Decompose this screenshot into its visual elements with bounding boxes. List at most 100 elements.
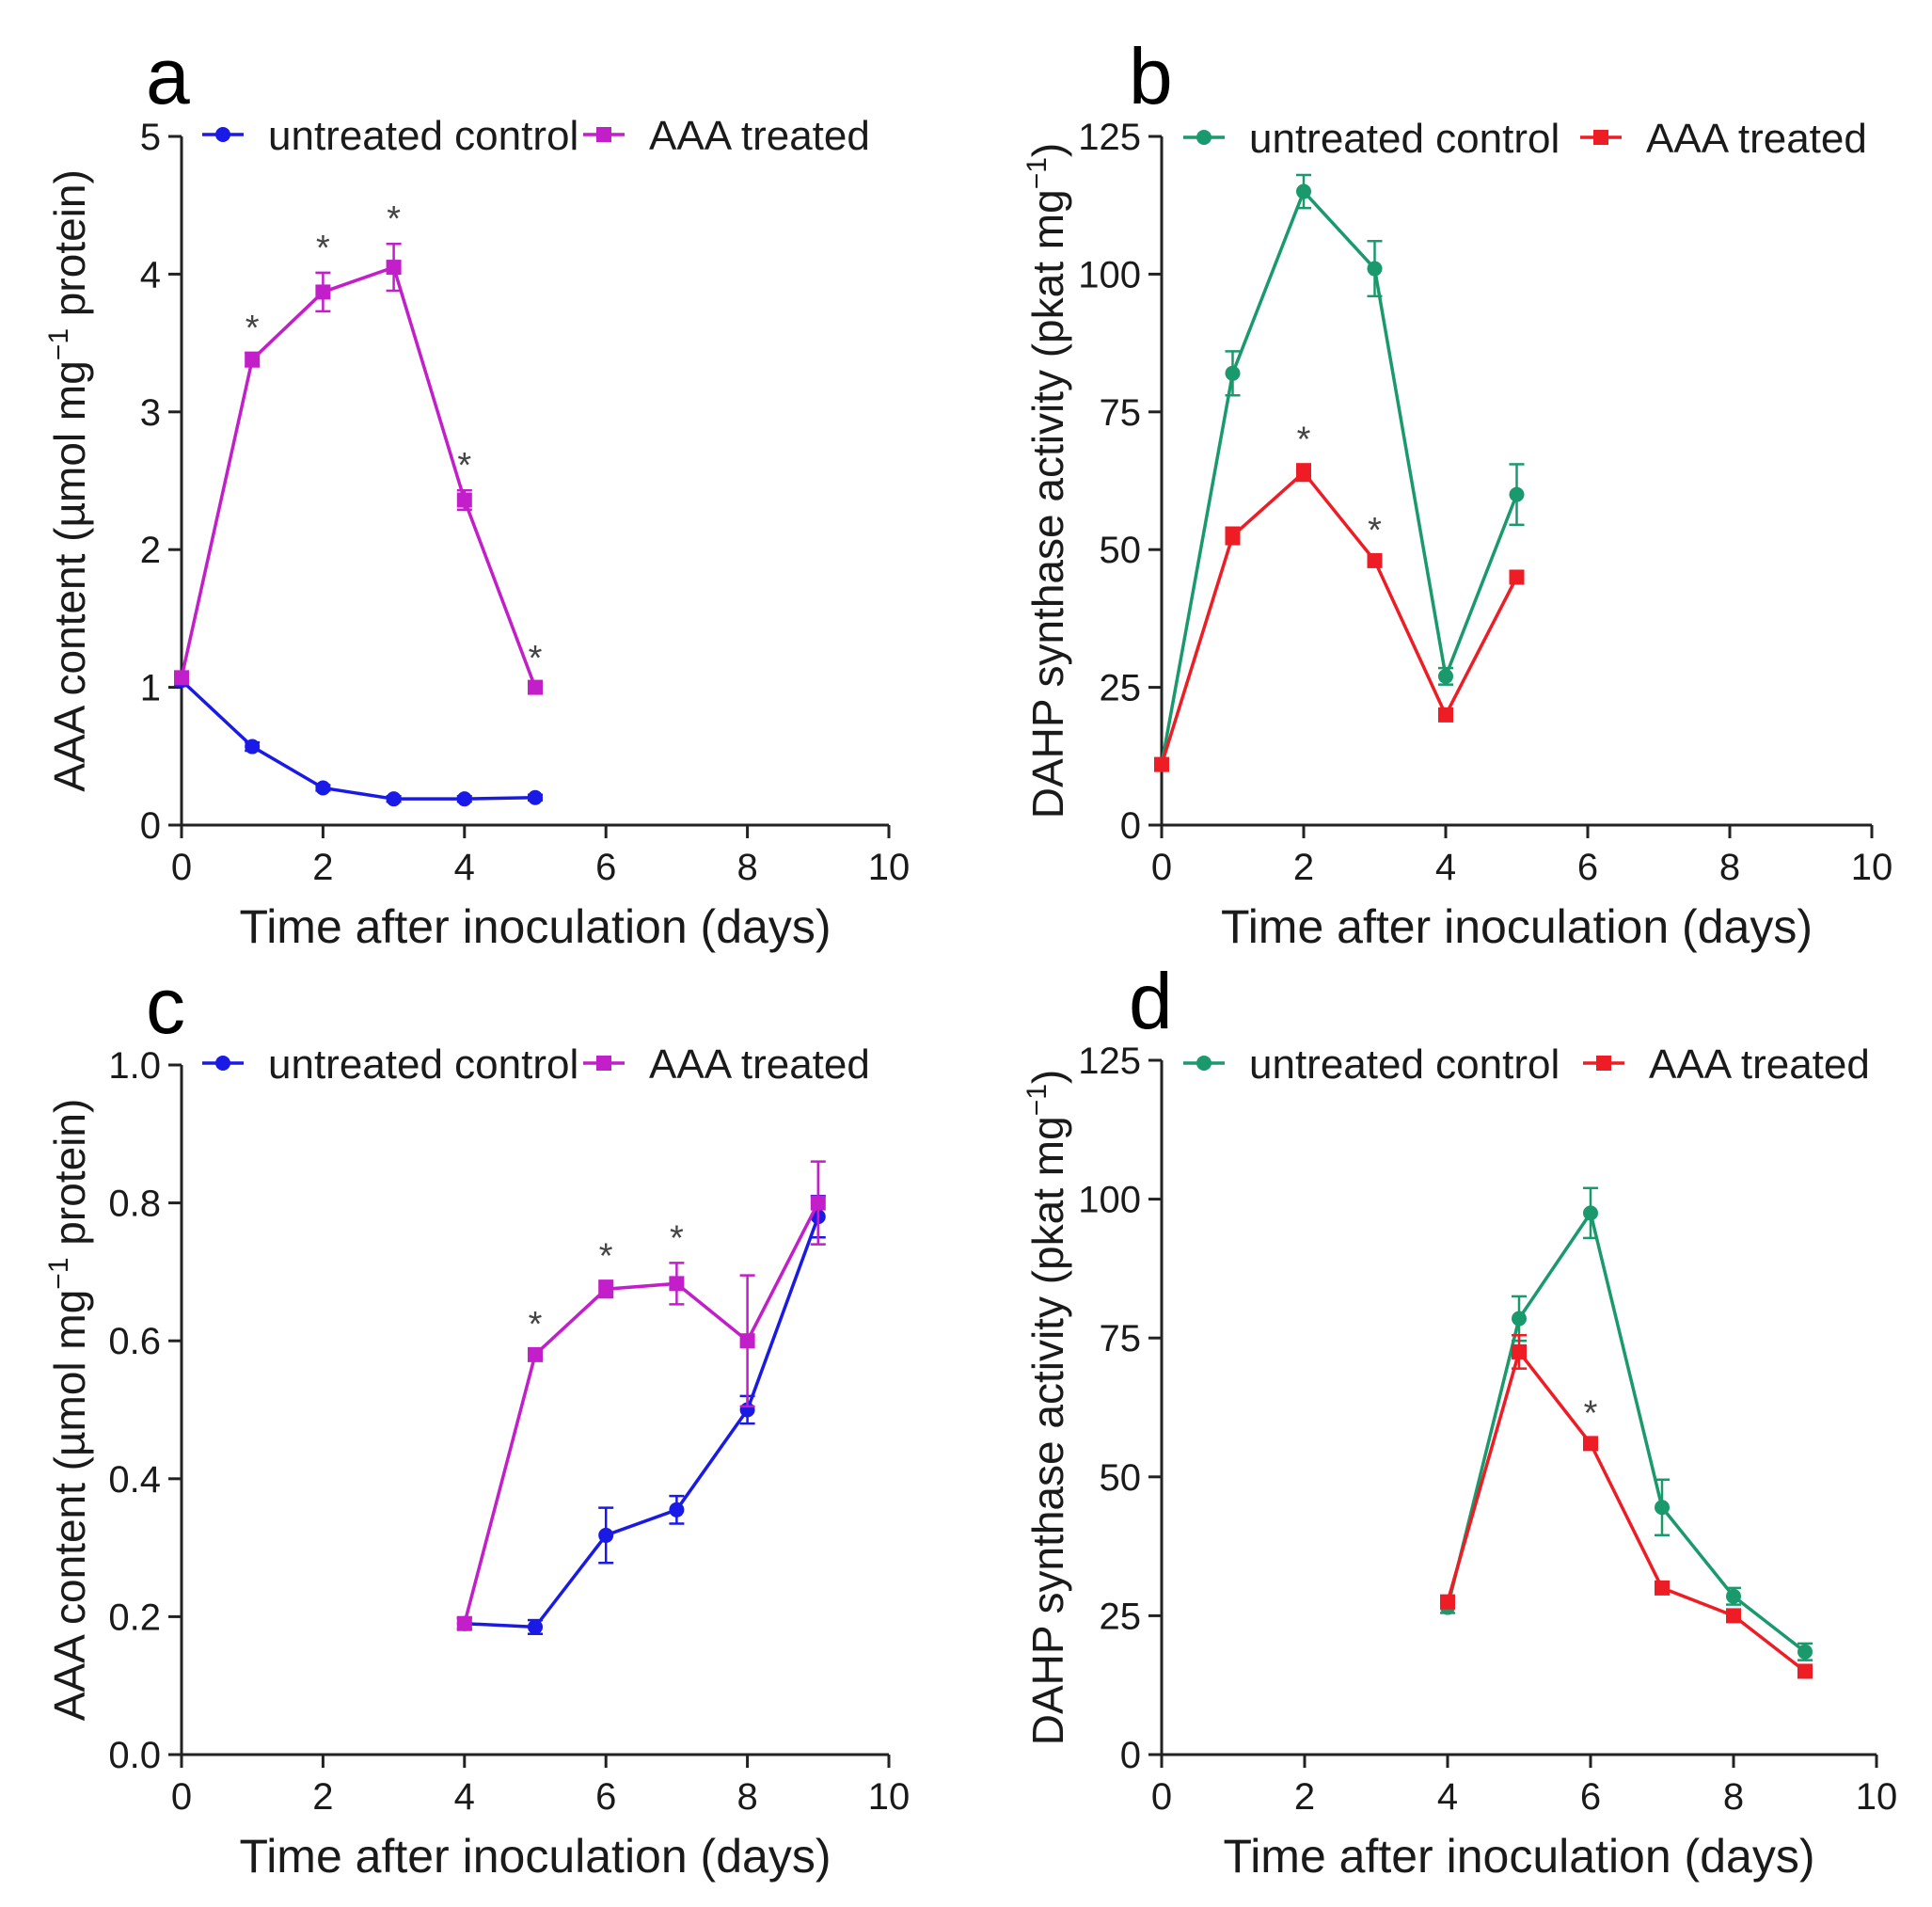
legend-control: untreated control xyxy=(1183,1041,1560,1088)
data-point xyxy=(1509,486,1525,502)
data-point xyxy=(528,1619,543,1635)
legend-label: AAA treated xyxy=(1646,116,1867,162)
y-tick-label: 125 xyxy=(1078,117,1141,158)
y-axis-title-main: DAHP synthase activity (pkat mg xyxy=(1023,1116,1072,1745)
x-tick-label: 8 xyxy=(1723,1776,1744,1818)
y-tick-label: 0 xyxy=(1120,805,1141,847)
y-tick-label: 0.4 xyxy=(108,1459,161,1501)
significance-asterisk: * xyxy=(316,229,330,268)
y-tick-label: 25 xyxy=(1100,1596,1142,1637)
y-tick-label: 50 xyxy=(1100,530,1142,571)
data-point xyxy=(669,1502,685,1518)
legend-marker xyxy=(596,127,611,142)
y-tick-label: 100 xyxy=(1078,1180,1141,1221)
series-line xyxy=(1160,469,1519,766)
data-point xyxy=(456,791,472,807)
legend-treated: AAA treated xyxy=(583,1041,870,1088)
panel-label: a xyxy=(146,32,190,120)
y-tick-label: 25 xyxy=(1100,668,1142,709)
data-point xyxy=(739,1333,755,1349)
x-tick-label: 10 xyxy=(1856,1776,1898,1818)
x-tick-label: 4 xyxy=(1437,1776,1458,1818)
x-tick-label: 4 xyxy=(454,1776,475,1818)
y-tick-label: 3 xyxy=(140,392,161,434)
legend-treated: AAA treated xyxy=(583,113,870,159)
legend-marker xyxy=(215,1056,230,1071)
x-tick-label: 4 xyxy=(1435,847,1456,888)
significance-asterisk: * xyxy=(529,1305,543,1344)
data-point xyxy=(1797,1663,1813,1679)
series-control xyxy=(1440,1186,1813,1661)
data-point xyxy=(528,679,543,695)
data-point xyxy=(1512,1343,1527,1359)
data-point xyxy=(386,260,402,276)
y-tick-label: 0.8 xyxy=(108,1184,161,1225)
data-point xyxy=(456,1615,472,1631)
x-axis-title: Time after inoculation (days) xyxy=(1221,900,1813,953)
data-point xyxy=(1438,707,1453,723)
data-point xyxy=(1726,1588,1741,1604)
x-tick-label: 8 xyxy=(1719,847,1740,888)
significance-asterisk: * xyxy=(387,199,401,239)
x-tick-label: 6 xyxy=(595,847,616,888)
y-tick-label: 0.2 xyxy=(108,1597,161,1638)
significance-asterisk: * xyxy=(245,309,260,348)
y-axis-title-main: DAHP synthase activity (pkat mg xyxy=(1023,189,1072,818)
y-axis-title-superscript: −1 xyxy=(1021,157,1053,189)
x-tick-label: 0 xyxy=(171,1776,192,1818)
significance-asterisk: * xyxy=(1584,1393,1598,1433)
data-point xyxy=(1655,1580,1670,1596)
y-tick-label: 125 xyxy=(1078,1041,1141,1082)
series-line xyxy=(1446,1209,1807,1654)
data-point xyxy=(1509,569,1525,585)
y-axis-title-main: AAA content (µmol mg xyxy=(45,360,94,792)
data-point xyxy=(315,780,331,796)
y-tick-label: 2 xyxy=(140,530,161,571)
significance-asterisk: * xyxy=(670,1218,684,1258)
y-tick-label: 100 xyxy=(1078,254,1141,295)
x-axis-title: Time after inoculation (days) xyxy=(1224,1830,1815,1883)
x-tick-label: 4 xyxy=(454,847,475,888)
legend-marker xyxy=(1593,130,1608,145)
x-tick-label: 0 xyxy=(171,847,192,888)
data-point xyxy=(1367,261,1383,277)
significance-asterisk: * xyxy=(529,639,543,678)
y-tick-label: 1 xyxy=(140,668,161,709)
y-tick-label: 4 xyxy=(140,254,161,295)
series-treated xyxy=(174,242,543,695)
data-point xyxy=(245,352,261,368)
y-tick-label: 0 xyxy=(1120,1735,1141,1776)
legend-treated: AAA treated xyxy=(1580,116,1867,162)
y-tick-label: 0.6 xyxy=(108,1321,161,1362)
legend-marker xyxy=(1596,1056,1611,1071)
panel-c: c 0 2 4 6 8 10 0.0 0.2 0.4 0.6 0.8 1.0 Time after ino… xyxy=(43,961,910,1883)
series-treated xyxy=(456,1160,826,1631)
x-tick-label: 8 xyxy=(736,1776,757,1818)
data-point xyxy=(528,789,543,805)
significance-asterisk: * xyxy=(457,446,471,485)
legend-control: untreated control xyxy=(202,1041,578,1088)
y-axis-title: DAHP synthase activity (pkat mg−1) xyxy=(1021,143,1072,819)
y-axis-title-end: protein) xyxy=(45,169,94,328)
x-tick-label: 2 xyxy=(1293,847,1314,888)
legend-treated: AAA treated xyxy=(1583,1041,1870,1088)
legend-label: untreated control xyxy=(1249,116,1560,162)
x-tick-label: 2 xyxy=(312,847,333,888)
data-point xyxy=(456,492,472,508)
y-axis-title: AAA content (µmol mg−1 protein) xyxy=(43,169,94,792)
y-tick-label: 75 xyxy=(1100,1318,1142,1359)
legend-label: untreated control xyxy=(268,1041,578,1088)
data-point xyxy=(1225,365,1241,381)
legend-marker xyxy=(1196,1056,1211,1071)
y-axis-title-main: AAA content (µmol mg xyxy=(45,1290,94,1722)
series-treated xyxy=(1154,463,1525,772)
series-line xyxy=(464,1216,820,1629)
legend-control: untreated control xyxy=(1183,116,1560,162)
x-tick-label: 0 xyxy=(1151,1776,1172,1818)
x-tick-label: 10 xyxy=(868,1776,911,1818)
data-point xyxy=(1296,183,1311,199)
x-tick-label: 0 xyxy=(1151,847,1172,888)
